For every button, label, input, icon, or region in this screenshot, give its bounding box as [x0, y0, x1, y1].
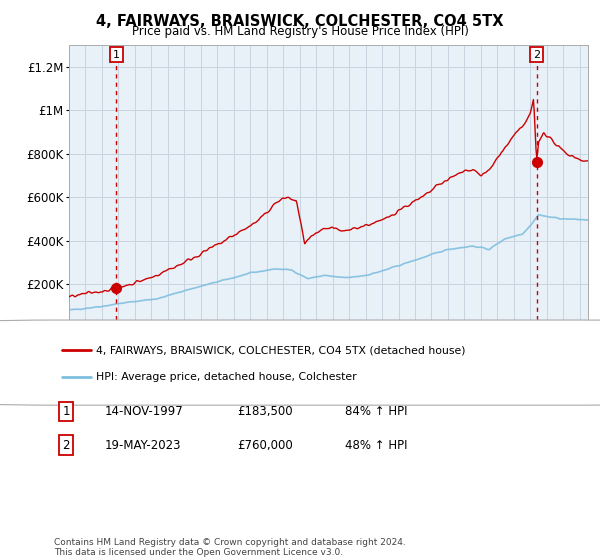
Text: 14-NOV-1997: 14-NOV-1997	[105, 405, 184, 418]
Text: Contains HM Land Registry data © Crown copyright and database right 2024.
This d: Contains HM Land Registry data © Crown c…	[54, 538, 406, 557]
Text: 4, FAIRWAYS, BRAISWICK, COLCHESTER, CO4 5TX: 4, FAIRWAYS, BRAISWICK, COLCHESTER, CO4 …	[96, 14, 504, 29]
Text: Price paid vs. HM Land Registry's House Price Index (HPI): Price paid vs. HM Land Registry's House …	[131, 25, 469, 38]
Text: 1: 1	[113, 50, 120, 60]
Text: 84% ↑ HPI: 84% ↑ HPI	[345, 405, 407, 418]
Text: £183,500: £183,500	[237, 405, 293, 418]
Text: 2: 2	[533, 50, 540, 60]
Text: 1: 1	[62, 405, 70, 418]
Text: 4, FAIRWAYS, BRAISWICK, COLCHESTER, CO4 5TX (detached house): 4, FAIRWAYS, BRAISWICK, COLCHESTER, CO4 …	[96, 346, 466, 356]
Text: 48% ↑ HPI: 48% ↑ HPI	[345, 438, 407, 452]
Text: 2: 2	[62, 438, 70, 452]
Text: 19-MAY-2023: 19-MAY-2023	[105, 438, 182, 452]
Text: £760,000: £760,000	[237, 438, 293, 452]
FancyBboxPatch shape	[0, 320, 600, 405]
Text: HPI: Average price, detached house, Colchester: HPI: Average price, detached house, Colc…	[96, 372, 356, 382]
